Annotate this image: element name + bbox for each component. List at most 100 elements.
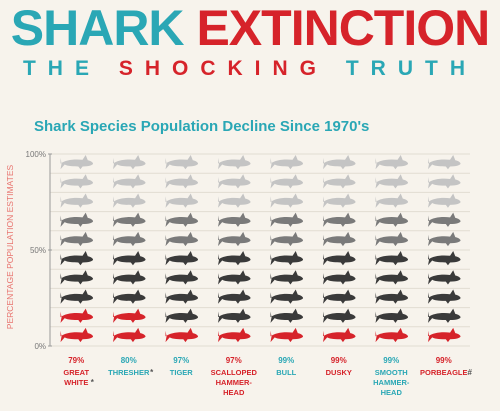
shark-icon [165,193,199,208]
species-name-label: SMOOTH [375,368,408,377]
shark-icon [165,327,199,343]
y-tick-label: 0% [34,342,46,351]
shark-icon [323,270,356,285]
shark-icon [60,212,94,227]
shark-icon [218,251,251,266]
decline-percent-label: 97% [226,356,242,365]
shark-icon [218,212,251,227]
species-name-label: BULL [276,368,296,377]
shark-icon [428,270,461,285]
species-name-label: PORBEAGLE [420,368,468,377]
shark-icon [323,251,356,266]
shark-icon [375,289,409,304]
species-name-label: TIGER [170,368,194,377]
shark-icon [113,193,146,208]
shark-icon [270,327,304,343]
shark-icon [113,289,146,304]
shark-icon [375,327,409,343]
shark-icon [218,193,251,208]
shark-icon [428,251,461,266]
shark-icon [60,327,94,343]
y-tick-label: 100% [26,150,46,159]
chart-title: Shark Species Population Decline Since 1… [34,118,370,135]
subtitle-word-shocking: SHOCKING [118,57,329,80]
shark-icon [165,231,199,247]
page-subtitle: THE SHOCKING TRUTH [0,56,500,82]
shark-icon [113,270,146,285]
shark-icon [60,289,94,304]
shark-icon [113,174,146,189]
decline-percent-label: 79% [68,356,84,365]
shark-icon [218,327,251,343]
footnote-marker: * [150,368,154,377]
shark-icon [323,289,356,304]
shark-icon [375,270,409,285]
shark-icon [165,155,199,170]
decline-percent-label: 99% [331,356,347,365]
title-word-extinction: EXTINCTION [196,0,490,56]
shark-icon [165,174,199,189]
decline-percent-label: 80% [121,356,137,365]
shark-icon [113,155,146,170]
species-name-label: HEAD [223,388,245,397]
shark-icon [218,155,251,170]
shark-icon [60,193,94,208]
shark-icon [113,251,146,266]
shark-icon [60,251,94,266]
shark-icon [428,289,461,304]
shark-icon [60,231,94,247]
shark-icon [375,308,409,323]
shark-icon [218,289,251,304]
shark-icon [218,308,251,323]
shark-icon [323,212,356,227]
species-name-label: HAMMER- [216,378,253,387]
shark-icon [428,193,461,208]
shark-icon [270,251,304,266]
shark-icon [165,270,199,285]
shark-icon [270,289,304,304]
shark-icon [113,308,146,323]
shark-icon [113,231,146,247]
shark-icon [113,212,146,227]
shark-icon [323,155,356,170]
shark-icon [270,270,304,285]
shark-icon [60,155,94,170]
shark-icon [60,308,94,323]
shark-icon [270,212,304,227]
species-name-label: DUSKY [326,368,352,377]
shark-icon [218,174,251,189]
subtitle-word-truth: TRUTH [328,57,478,80]
shark-icon [113,327,146,343]
shark-icon [270,174,304,189]
shark-icon [165,289,199,304]
shark-icon [375,231,409,247]
shark-icon [323,193,356,208]
shark-icon [270,193,304,208]
shark-icon [428,155,461,170]
shark-icon [165,308,199,323]
shark-icon [323,231,356,247]
footnote-marker: * [91,378,95,387]
species-name-label: WHITE [64,378,88,387]
shark-icon [165,251,199,266]
decline-percent-label: 99% [436,356,452,365]
shark-icon [375,251,409,266]
shark-icon [428,174,461,189]
shark-icon [270,308,304,323]
shark-icon [375,174,409,189]
shark-icon [375,193,409,208]
decline-percent-label: 97% [173,356,189,365]
species-name-label: THRESHER [108,368,150,377]
shark-icon [270,155,304,170]
page-title: SHARK EXTINCTION [0,2,500,54]
shark-icon [270,231,304,247]
shark-icon [428,231,461,247]
title-word-shark: SHARK [10,0,185,56]
species-name-label: HAMMER- [373,378,410,387]
shark-icon [60,270,94,285]
subtitle-word-the: THE [22,57,119,80]
shark-icon [218,231,251,247]
shark-icon [323,308,356,323]
shark-icon [375,212,409,227]
